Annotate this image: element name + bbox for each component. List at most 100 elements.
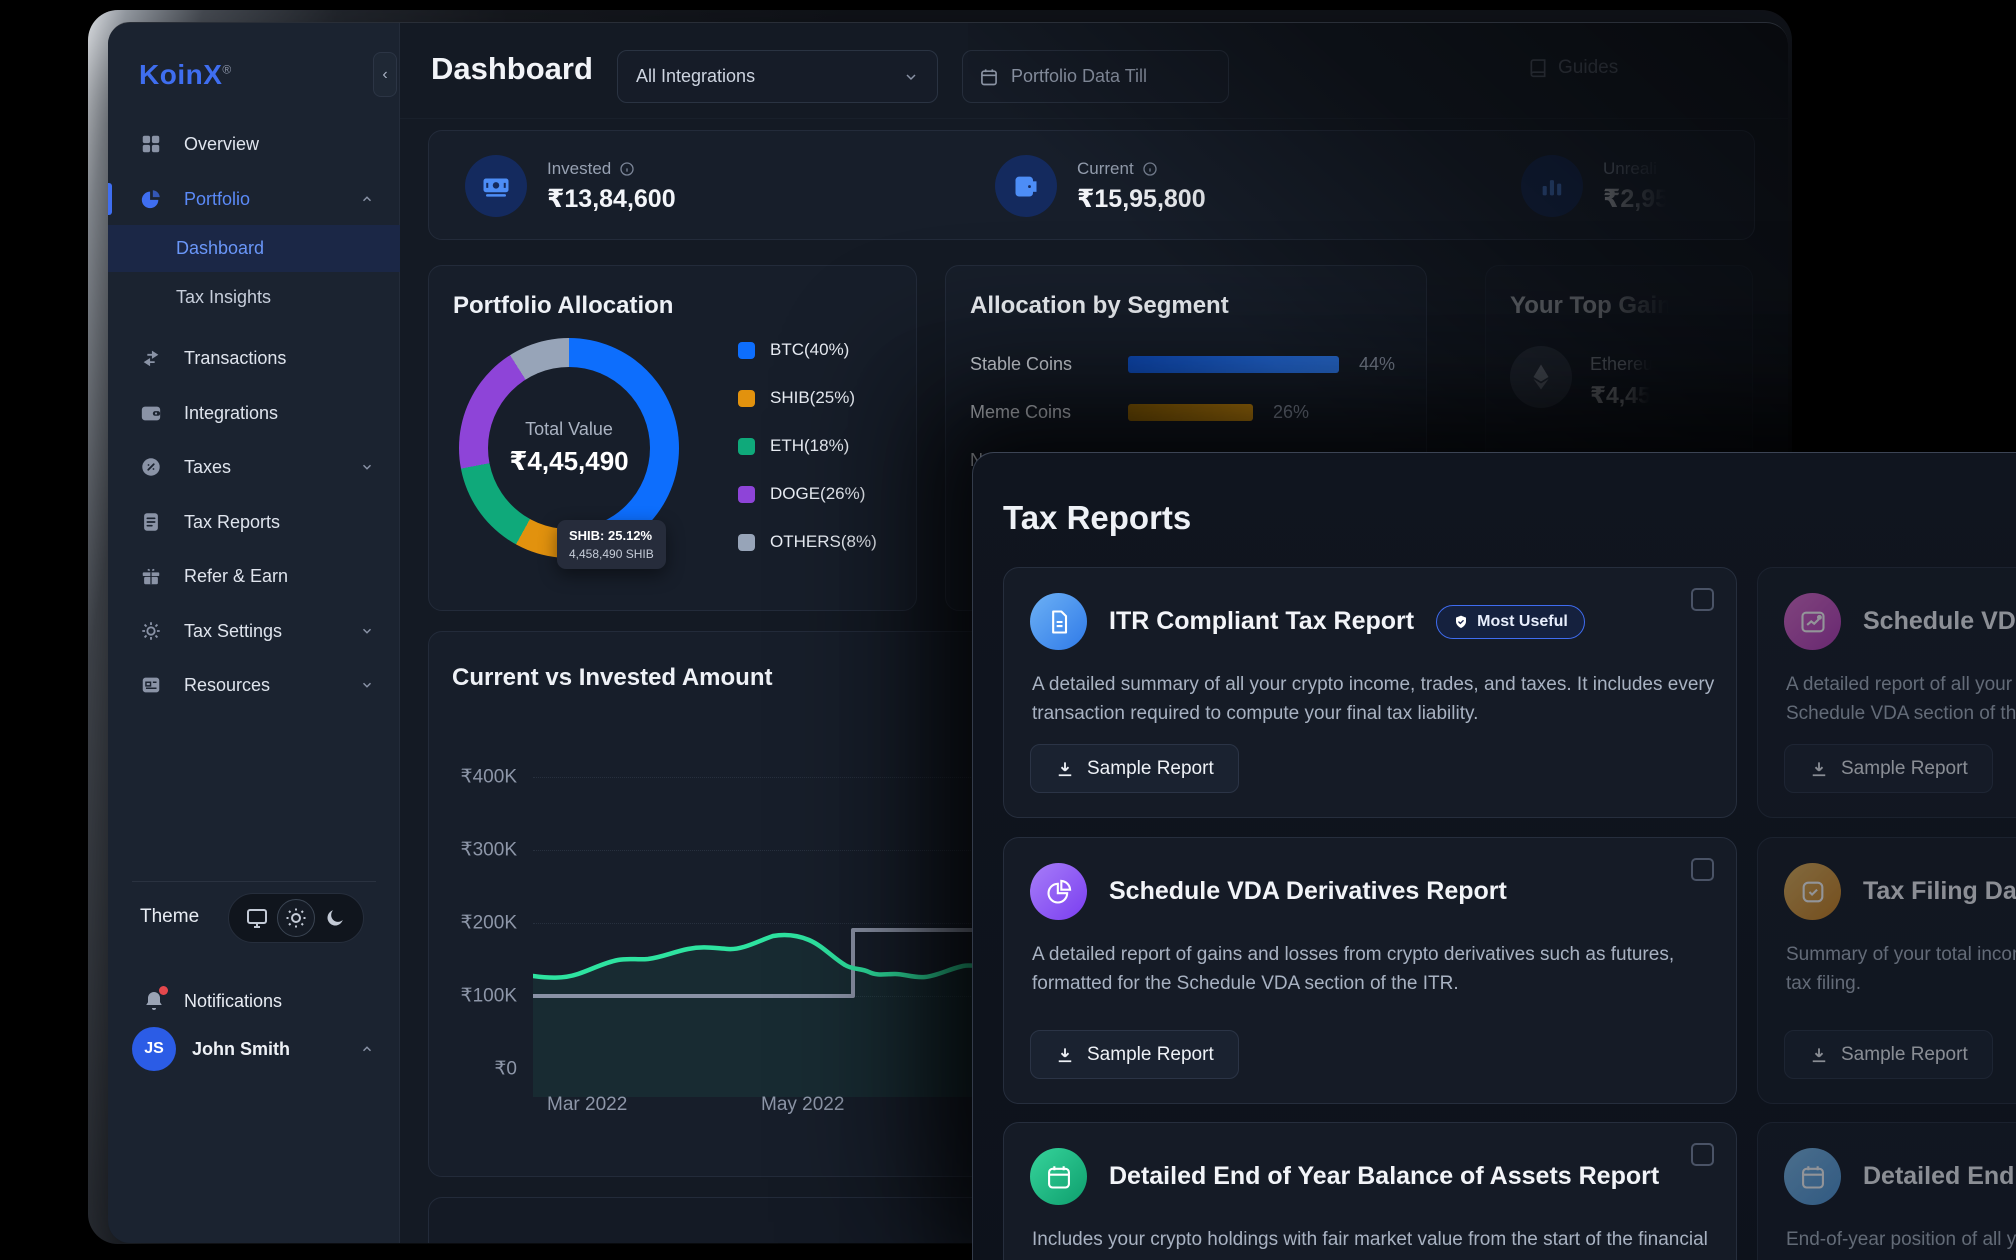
sidebar-item-refer-earn[interactable]: Refer & Earn: [108, 554, 400, 598]
sample-report-button[interactable]: Sample Report: [1784, 744, 1993, 793]
sample-report-button[interactable]: Sample Report: [1030, 744, 1239, 793]
legend-swatch: [738, 533, 755, 551]
stats-card: Invested ₹13,84,600 Current ₹15,95,800 U…: [428, 130, 1755, 240]
calendar-icon: [1784, 1148, 1841, 1205]
notifications-button[interactable]: Notifications: [108, 979, 400, 1023]
sidebar-item-label: Portfolio: [184, 188, 251, 209]
sample-report-label: Sample Report: [1841, 757, 1968, 779]
legend-label: ETH(18%): [770, 436, 850, 455]
pie-icon: [140, 188, 162, 210]
sidebar-item-tax-reports[interactable]: Tax Reports: [108, 500, 400, 544]
stat-label: Invested: [547, 158, 612, 178]
stat-label: Current: [1077, 158, 1134, 178]
dark-theme-button[interactable]: [316, 899, 354, 937]
sidebar-item-taxes[interactable]: Taxes: [108, 445, 400, 489]
sidebar-divider: [132, 881, 376, 882]
legend-item: DOGE(26%): [738, 482, 877, 506]
portfolio-data-till-picker[interactable]: Portfolio Data Till: [962, 50, 1229, 103]
report-card-tax-filing-data: Tax Filing Data Summary of your total in…: [1757, 837, 2016, 1104]
sidebar-item-label: Integrations: [184, 402, 279, 423]
tax-reports-window: Tax Reports ITR Compliant Tax Report Mos…: [972, 452, 2016, 1260]
stat-current: Current ₹15,95,800: [995, 155, 1206, 217]
report-card-schedule-vda: Schedule VDA A detailed report of all yo…: [1757, 567, 2016, 818]
card-title: Your Top Gain: [1510, 292, 1672, 319]
wallet-icon: [995, 155, 1057, 217]
tax-reports-title: Tax Reports: [1003, 499, 1192, 536]
percent-badge-icon: [140, 456, 162, 478]
gridline: [533, 923, 1139, 924]
sidebar-item-tax-settings[interactable]: Tax Settings: [108, 609, 400, 653]
donut-center: Total Value ₹4,45,490: [459, 338, 679, 558]
brand-text: KoinX: [139, 59, 223, 90]
chevron-up-icon: [360, 192, 374, 206]
calendar-icon: [1030, 1148, 1087, 1205]
legend-label: OTHERS(8%): [770, 532, 877, 551]
report-title: Detailed End of Year Balance of Assets R…: [1109, 1162, 1660, 1190]
chevron-down-icon: [903, 69, 919, 85]
integrations-select[interactable]: All Integrations: [617, 50, 938, 103]
sidebar-item-label: Overview: [184, 133, 260, 154]
sidebar-item-label: Tax Settings: [184, 620, 283, 641]
report-description: A detailed report of all your c Schedule…: [1786, 674, 2016, 724]
sidebar-item-label: Tax Insights: [176, 287, 272, 307]
sample-report-label: Sample Report: [1087, 757, 1214, 779]
banknote-icon: [465, 155, 527, 217]
sidebar-item-portfolio[interactable]: Portfolio: [108, 177, 400, 221]
info-icon[interactable]: [619, 161, 635, 177]
sidebar-item-overview[interactable]: Overview: [108, 122, 400, 166]
y-tick: ₹0: [494, 1058, 517, 1080]
stat-value: ₹15,95,800: [1077, 184, 1206, 213]
page-title: Dashboard: [431, 51, 593, 86]
chevron-up-icon: [360, 1042, 374, 1056]
sidebar-collapse-button[interactable]: ‹: [373, 52, 397, 97]
report-title: Schedule VDA Derivatives Report: [1109, 877, 1507, 905]
report-checkbox[interactable]: [1691, 1143, 1714, 1166]
report-description: A detailed report of gains and losses fr…: [1032, 944, 1675, 994]
y-tick: ₹200K: [460, 912, 517, 934]
document-icon: [1030, 593, 1087, 650]
bar-chart-icon: [1521, 155, 1583, 217]
wallet-icon: [140, 402, 162, 424]
sidebar-item-dashboard[interactable]: Dashboard: [108, 225, 400, 272]
user-menu[interactable]: JS John Smith: [108, 1023, 400, 1075]
report-checkbox[interactable]: [1691, 588, 1714, 611]
check-square-icon: [1784, 863, 1841, 920]
legend-item: BTC(40%): [738, 338, 877, 362]
sample-report-button[interactable]: Sample Report: [1030, 1030, 1239, 1079]
segment-row-meme-coins: Meme Coins 26%: [970, 402, 1404, 423]
brand-logo[interactable]: KoinX®: [139, 59, 232, 91]
sidebar-item-transactions[interactable]: Transactions: [108, 336, 400, 380]
card-title: Allocation by Segment: [970, 292, 1229, 319]
report-title: ITR Compliant Tax Report: [1109, 607, 1415, 635]
sidebar-item-resources[interactable]: Resources: [108, 663, 400, 707]
report-checkbox[interactable]: [1691, 858, 1714, 881]
sidebar-item-tax-insights[interactable]: Tax Insights: [108, 274, 400, 321]
legend-label: DOGE(26%): [770, 484, 866, 503]
registered-mark: ®: [222, 62, 232, 77]
light-theme-button[interactable]: [276, 899, 315, 937]
sidebar-item-label: Refer & Earn: [184, 565, 289, 586]
report-description: End-of-year position of all yo: [1786, 1229, 2016, 1250]
system-theme-button[interactable]: [238, 899, 276, 937]
sidebar-item-label: Resources: [184, 674, 271, 695]
stat-unrealised: Unreali ₹2,95: [1521, 155, 1669, 217]
legend-swatch: [738, 485, 755, 503]
report-card-detailed-end: Detailed End o End-of-year position of a…: [1757, 1122, 2016, 1260]
report-description: Includes your crypto holdings with fair …: [1032, 1229, 1708, 1260]
segment-pct: 44%: [1359, 354, 1396, 374]
gridline: [533, 850, 1139, 851]
guides-button[interactable]: Guides: [1528, 57, 1618, 79]
sidebar-item-integrations[interactable]: Integrations: [108, 391, 400, 435]
badge-label: Most Useful: [1477, 612, 1568, 630]
sample-report-button[interactable]: Sample Report: [1784, 1030, 1993, 1079]
donut-tooltip: SHIB: 25.12% 4,458,490 SHIB: [557, 520, 666, 569]
coin-name: Ethereu: [1590, 354, 1654, 374]
sample-report-label: Sample Report: [1087, 1043, 1214, 1065]
report-title: Schedule VDA: [1863, 607, 2016, 635]
info-icon[interactable]: [1142, 161, 1158, 177]
y-tick: ₹300K: [460, 839, 517, 861]
download-icon: [1055, 1045, 1075, 1065]
download-icon: [1809, 759, 1829, 779]
sidebar: KoinX® ‹ Overview Portfolio Dashboard Ta…: [108, 23, 400, 1243]
